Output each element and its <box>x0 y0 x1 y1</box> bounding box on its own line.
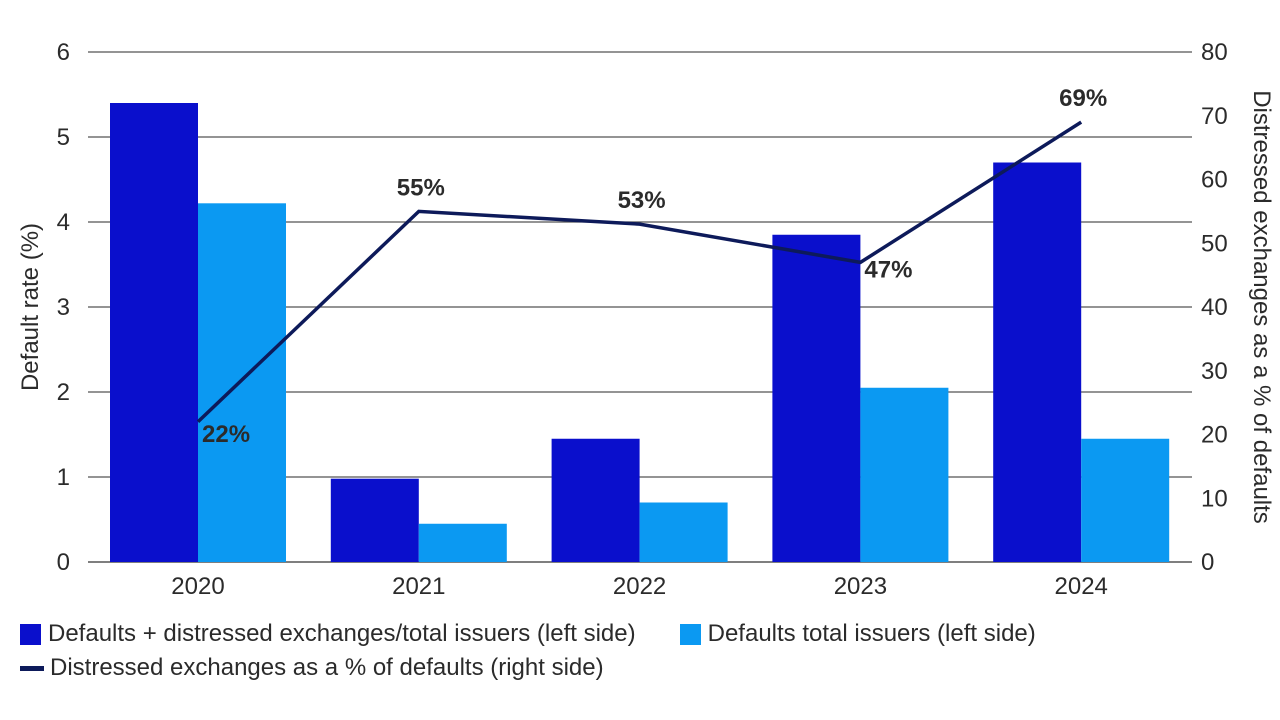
legend: Defaults + distressed exchanges/total is… <box>20 618 1260 686</box>
y-left-ticks: 0 1 2 3 4 5 6 <box>57 39 70 576</box>
line-data-label: 22% <box>202 421 250 448</box>
bar-defaults-plus-exchanges <box>551 438 640 562</box>
legend-item-distressed-exchanges: Distressed exchanges as a % of defaults … <box>20 654 604 682</box>
x-tick-label: 2024 <box>1055 573 1108 600</box>
line-data-label: 55% <box>397 174 445 201</box>
bar-defaults-plus-exchanges <box>330 478 419 562</box>
y-right-tick-label: 20 <box>1201 422 1228 449</box>
bar-defaults-total <box>198 203 286 563</box>
bar-defaults-total <box>1081 438 1170 562</box>
data-labels: 22% 55% 53% 47% 69% <box>202 85 1107 448</box>
line-data-label: 47% <box>864 256 912 283</box>
y-right-tick-label: 40 <box>1201 294 1228 321</box>
bar-defaults-total <box>418 523 507 562</box>
legend-swatch-line <box>20 665 44 671</box>
x-tick-label: 2020 <box>171 573 224 600</box>
bar-defaults-plus-exchanges <box>772 234 861 562</box>
y-left-axis-title: Default rate (%) <box>17 223 44 391</box>
y-left-tick-label: 0 <box>57 549 70 576</box>
legend-item-defaults-plus-exchanges: Defaults + distressed exchanges/total is… <box>20 620 636 648</box>
legend-label: Defaults + distressed exchanges/total is… <box>48 620 636 647</box>
legend-label: Distressed exchanges as a % of defaults … <box>50 654 604 681</box>
bar-defaults-plus-exchanges <box>110 103 198 562</box>
y-right-tick-label: 80 <box>1201 39 1228 66</box>
y-left-tick-label: 2 <box>57 379 70 406</box>
y-right-tick-label: 30 <box>1201 358 1228 385</box>
line-data-label: 53% <box>618 187 666 214</box>
y-left-tick-label: 5 <box>57 124 70 151</box>
bar-defaults-total <box>860 387 949 562</box>
y-left-tick-label: 3 <box>57 294 70 321</box>
bar-defaults-total <box>639 502 728 562</box>
y-left-tick-label: 1 <box>57 464 70 491</box>
line-data-label: 69% <box>1059 85 1107 112</box>
line-distressed-exchanges <box>196 120 1083 424</box>
line-series <box>196 120 1083 424</box>
legend-item-defaults-total: Defaults total issuers (left side) <box>679 620 1036 648</box>
y-right-tick-label: 0 <box>1201 549 1214 576</box>
y-right-tick-label: 70 <box>1201 103 1228 130</box>
x-tick-label: 2021 <box>392 573 445 600</box>
x-tick-label: 2023 <box>834 573 887 600</box>
x-tick-label: 2022 <box>613 573 666 600</box>
bars <box>110 103 1170 563</box>
y-right-axis-title: Distressed exchanges as a % of defaults <box>1248 90 1275 524</box>
y-left-tick-label: 4 <box>57 209 70 236</box>
legend-swatch-light-blue <box>679 623 701 645</box>
y-right-tick-label: 10 <box>1201 485 1228 512</box>
legend-label: Defaults total issuers (left side) <box>707 620 1036 647</box>
combo-chart: 22%55% 53%47%69% 2020 2021 2022 2023 2024 012… <box>17 39 1275 600</box>
legend-swatch-dark-blue <box>20 623 41 645</box>
y-right-tick-label: 50 <box>1201 230 1228 257</box>
y-left-tick-label: 6 <box>57 39 70 66</box>
bar-defaults-plus-exchanges <box>993 162 1082 562</box>
y-right-ticks: 0 10 20 30 40 50 60 70 80 <box>1201 39 1228 576</box>
y-right-tick-label: 60 <box>1201 167 1228 194</box>
x-axis-ticks: 2020 2021 2022 2023 2024 <box>171 573 1108 600</box>
